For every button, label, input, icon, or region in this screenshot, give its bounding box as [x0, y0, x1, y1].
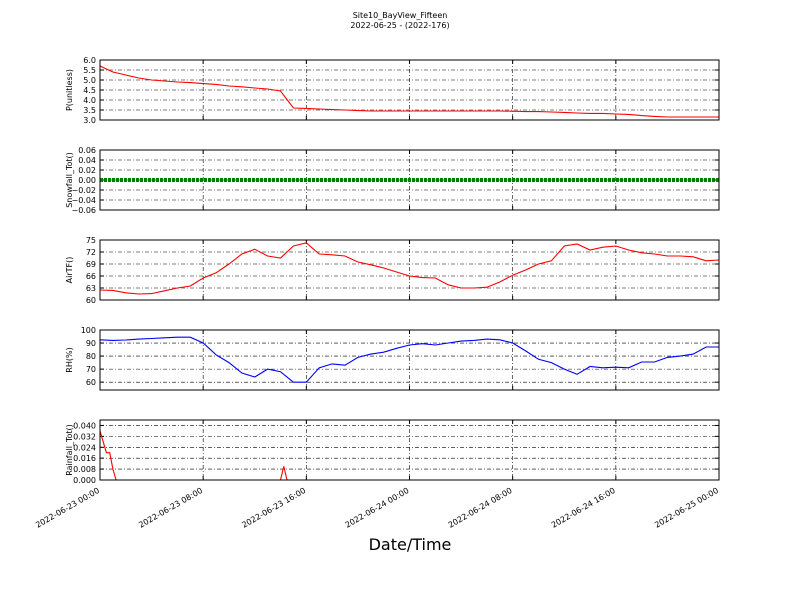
y-axis-label: Rainfall_Tot() [65, 424, 74, 476]
axes-frame [99, 149, 720, 211]
y-tick-label: 60 [86, 378, 96, 387]
y-tick-label: 66 [86, 272, 96, 281]
chart-subtitle: 2022-06-25 - (2022-176) [350, 21, 449, 30]
axes-frame [99, 59, 720, 121]
chart-title: Site10_BayView_Fifteen [353, 11, 448, 20]
y-tick-label: 3.5 [83, 106, 96, 115]
y-tick-label: 60 [86, 296, 96, 305]
y-tick-label: 100 [81, 326, 96, 335]
y-tick-label: 0.000 [73, 476, 96, 485]
x-axis-label: Date/Time [369, 535, 452, 554]
axes-frame [99, 419, 720, 481]
x-tick-label: 2022-06-25 00:00 [653, 486, 720, 530]
y-tick-label: 3.0 [83, 116, 96, 125]
y-tick-label: 90 [86, 339, 96, 348]
y-tick-label: 5.0 [83, 76, 96, 85]
y-tick-label: 4.5 [83, 86, 96, 95]
y-tick-label: 0.008 [73, 465, 96, 474]
y-tick-label: −0.06 [71, 206, 96, 215]
axes-frame [99, 329, 720, 391]
y-tick-label: 0.040 [73, 421, 96, 430]
y-axis-label: Snowfall_Tot() [65, 152, 74, 208]
y-tick-label: 5.5 [83, 66, 96, 75]
y-axis-label: RH(%) [65, 347, 74, 372]
y-tick-label: 63 [86, 284, 96, 293]
y-tick-label: 0.06 [78, 146, 96, 155]
y-tick-label: −0.04 [71, 196, 96, 205]
y-tick-label: 6.0 [83, 56, 96, 65]
y-tick-label: 0.024 [73, 443, 96, 452]
x-tick-label: 2022-06-24 00:00 [344, 486, 411, 530]
y-tick-label: 4.0 [83, 96, 96, 105]
y-tick-label: 0.00 [78, 176, 96, 185]
y-tick-label: 75 [86, 236, 96, 245]
y-tick-label: −0.02 [71, 186, 96, 195]
y-tick-label: 0.032 [73, 432, 96, 441]
data-line [99, 336, 719, 383]
y-tick-label: 0.02 [78, 166, 96, 175]
x-tick-label: 2022-06-24 16:00 [550, 486, 617, 530]
y-tick-label: 70 [86, 365, 96, 374]
y-tick-label: 0.016 [73, 454, 96, 463]
x-tick-label: 2022-06-23 16:00 [240, 486, 307, 530]
x-tick-label: 2022-06-23 00:00 [34, 486, 101, 530]
y-axis-label: P(unitless) [65, 69, 74, 111]
y-axis-label: AirTF() [65, 257, 74, 284]
y-tick-label: 72 [86, 248, 96, 257]
x-tick-label: 2022-06-23 08:00 [137, 486, 204, 530]
data-line [99, 65, 719, 118]
axes-frame [99, 239, 720, 301]
x-tick-label: 2022-06-24 08:00 [447, 486, 514, 530]
y-tick-label: 80 [86, 352, 96, 361]
data-line [99, 242, 720, 295]
y-tick-label: 69 [86, 260, 96, 269]
y-tick-label: 0.04 [78, 156, 96, 165]
